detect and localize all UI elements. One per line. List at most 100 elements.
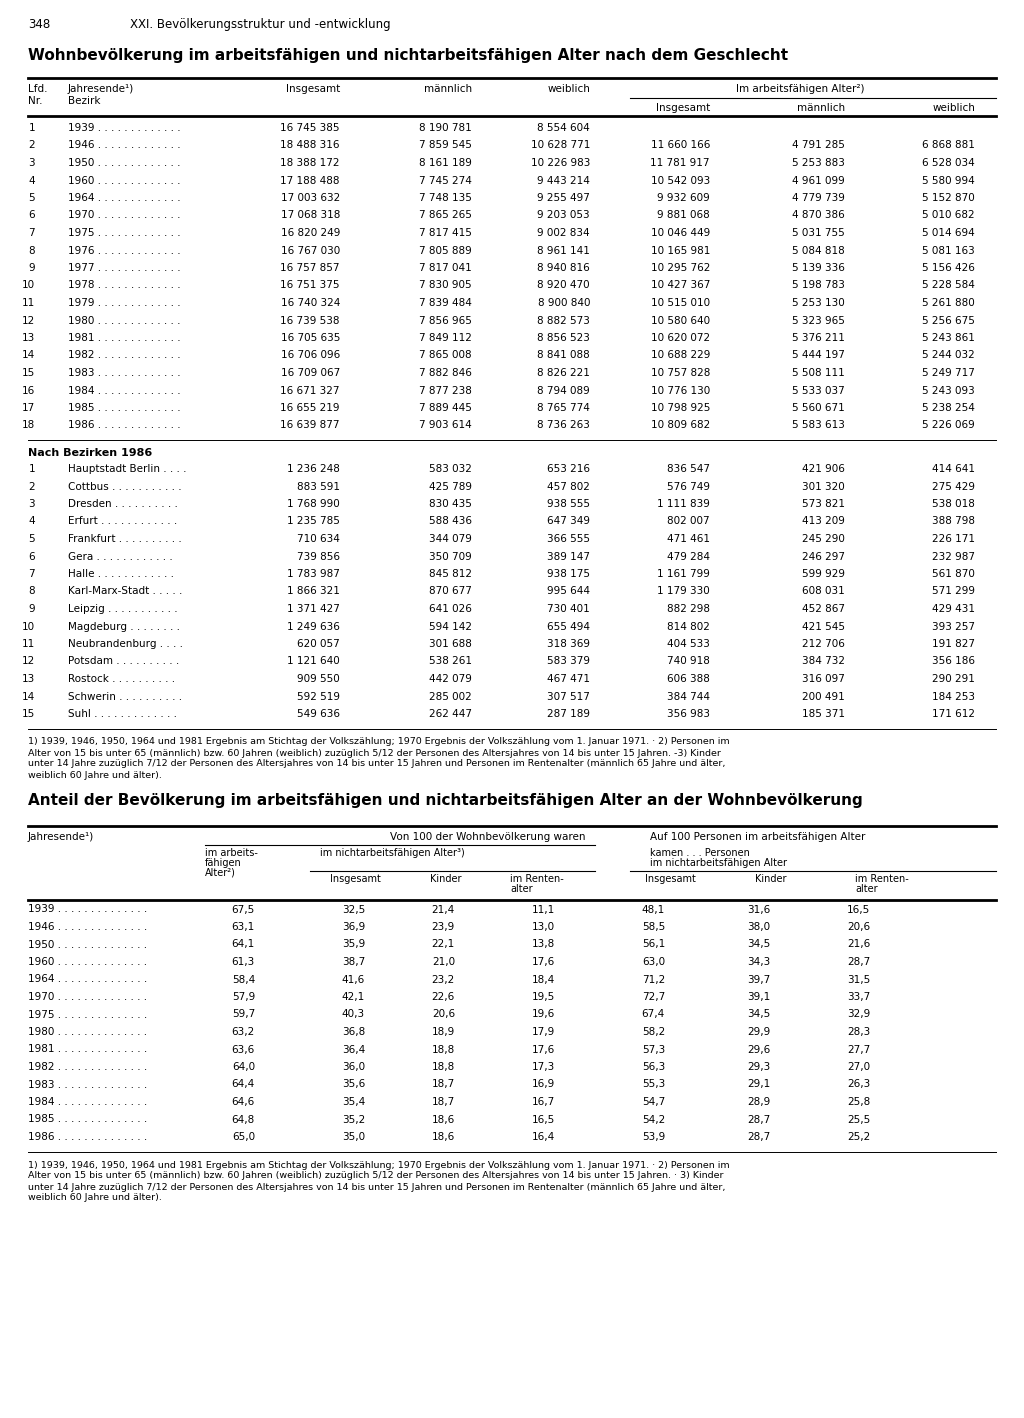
Text: 21,4: 21,4 xyxy=(432,905,455,915)
Text: 1: 1 xyxy=(29,123,35,133)
Text: 16,9: 16,9 xyxy=(531,1079,555,1089)
Text: 245 290: 245 290 xyxy=(802,535,845,545)
Text: 316 097: 316 097 xyxy=(802,674,845,683)
Text: 7 856 965: 7 856 965 xyxy=(419,315,472,326)
Text: 29,6: 29,6 xyxy=(746,1045,770,1055)
Text: 5 244 032: 5 244 032 xyxy=(923,350,975,360)
Text: 594 142: 594 142 xyxy=(429,621,472,631)
Text: 63,2: 63,2 xyxy=(231,1027,255,1037)
Text: 7 859 545: 7 859 545 xyxy=(419,140,472,150)
Text: 471 461: 471 461 xyxy=(667,535,710,545)
Text: Anteil der Bevölkerung im arbeitsfähigen und nichtarbeitsfähigen Alter an der Wo: Anteil der Bevölkerung im arbeitsfähigen… xyxy=(28,794,863,808)
Text: 18 388 172: 18 388 172 xyxy=(281,157,340,167)
Text: 57,9: 57,9 xyxy=(231,993,255,1003)
Text: 1981 . . . . . . . . . . . . . .: 1981 . . . . . . . . . . . . . . xyxy=(28,1045,147,1055)
Text: 608 031: 608 031 xyxy=(802,587,845,597)
Text: 1 371 427: 1 371 427 xyxy=(287,604,340,614)
Text: Jahresende¹): Jahresende¹) xyxy=(28,831,94,841)
Text: 16 751 375: 16 751 375 xyxy=(281,281,340,291)
Text: 10 542 093: 10 542 093 xyxy=(650,176,710,186)
Text: 64,8: 64,8 xyxy=(231,1115,255,1124)
Text: 4 870 386: 4 870 386 xyxy=(793,210,845,221)
Text: 33,7: 33,7 xyxy=(847,993,870,1003)
Text: 25,5: 25,5 xyxy=(847,1115,870,1124)
Text: Magdeburg . . . . . . . .: Magdeburg . . . . . . . . xyxy=(68,621,180,631)
Text: 653 216: 653 216 xyxy=(547,464,590,474)
Text: 36,9: 36,9 xyxy=(342,922,365,932)
Text: 17: 17 xyxy=(22,403,35,413)
Text: 1976 . . . . . . . . . . . . .: 1976 . . . . . . . . . . . . . xyxy=(68,245,180,255)
Text: 2: 2 xyxy=(29,140,35,150)
Text: 883 591: 883 591 xyxy=(297,482,340,492)
Text: 1 236 248: 1 236 248 xyxy=(287,464,340,474)
Text: 1982 . . . . . . . . . . . . .: 1982 . . . . . . . . . . . . . xyxy=(68,350,180,360)
Text: 65,0: 65,0 xyxy=(231,1132,255,1141)
Text: 538 261: 538 261 xyxy=(429,657,472,666)
Text: 1 179 330: 1 179 330 xyxy=(657,587,710,597)
Text: 366 555: 366 555 xyxy=(547,535,590,545)
Text: Insgesamt: Insgesamt xyxy=(286,84,340,94)
Text: 5 261 880: 5 261 880 xyxy=(923,298,975,308)
Text: 34,5: 34,5 xyxy=(746,1010,770,1020)
Text: 16 655 219: 16 655 219 xyxy=(281,403,340,413)
Text: 7 903 614: 7 903 614 xyxy=(419,421,472,431)
Text: Nach Bezirken 1986: Nach Bezirken 1986 xyxy=(28,448,153,458)
Text: 39,7: 39,7 xyxy=(746,974,770,984)
Text: 13,8: 13,8 xyxy=(531,940,555,950)
Text: 7 889 445: 7 889 445 xyxy=(419,403,472,413)
Text: Hauptstadt Berlin . . . .: Hauptstadt Berlin . . . . xyxy=(68,464,186,474)
Text: 5 198 783: 5 198 783 xyxy=(793,281,845,291)
Text: 13,0: 13,0 xyxy=(531,922,555,932)
Text: 29,9: 29,9 xyxy=(746,1027,770,1037)
Text: 467 471: 467 471 xyxy=(547,674,590,683)
Text: 16 706 096: 16 706 096 xyxy=(281,350,340,360)
Text: 5: 5 xyxy=(29,193,35,203)
Text: männlich: männlich xyxy=(797,104,845,113)
Text: Jahresende¹): Jahresende¹) xyxy=(68,84,134,94)
Text: 22,1: 22,1 xyxy=(432,940,455,950)
Text: 7 877 238: 7 877 238 xyxy=(419,386,472,396)
Text: Wohnbevölkerung im arbeitsfähigen und nichtarbeitsfähigen Alter nach dem Geschle: Wohnbevölkerung im arbeitsfähigen und ni… xyxy=(28,48,788,62)
Text: 802 007: 802 007 xyxy=(668,516,710,526)
Text: 8 900 840: 8 900 840 xyxy=(538,298,590,308)
Text: 41,6: 41,6 xyxy=(342,974,365,984)
Text: 31,6: 31,6 xyxy=(746,905,770,915)
Text: 549 636: 549 636 xyxy=(297,709,340,719)
Text: 1950 . . . . . . . . . . . . .: 1950 . . . . . . . . . . . . . xyxy=(68,157,180,167)
Text: weiblich: weiblich xyxy=(932,104,975,113)
Text: 64,6: 64,6 xyxy=(231,1098,255,1107)
Text: 171 612: 171 612 xyxy=(932,709,975,719)
Text: 452 867: 452 867 xyxy=(802,604,845,614)
Text: 14: 14 xyxy=(22,692,35,702)
Text: 28,7: 28,7 xyxy=(847,957,870,967)
Text: 10 628 771: 10 628 771 xyxy=(530,140,590,150)
Text: Frankfurt . . . . . . . . . .: Frankfurt . . . . . . . . . . xyxy=(68,535,181,545)
Text: 185 371: 185 371 xyxy=(802,709,845,719)
Text: 17 068 318: 17 068 318 xyxy=(281,210,340,221)
Text: 836 547: 836 547 xyxy=(667,464,710,474)
Text: 9 932 609: 9 932 609 xyxy=(657,193,710,203)
Text: 14: 14 xyxy=(22,350,35,360)
Text: Erfurt . . . . . . . . . . . .: Erfurt . . . . . . . . . . . . xyxy=(68,516,177,526)
Text: 36,0: 36,0 xyxy=(342,1062,365,1072)
Text: 7 882 846: 7 882 846 xyxy=(419,369,472,379)
Text: 479 284: 479 284 xyxy=(667,552,710,562)
Text: 34,5: 34,5 xyxy=(746,940,770,950)
Text: 592 519: 592 519 xyxy=(297,692,340,702)
Text: 29,1: 29,1 xyxy=(746,1079,770,1089)
Text: 5 081 163: 5 081 163 xyxy=(923,245,975,255)
Text: 7 805 889: 7 805 889 xyxy=(419,245,472,255)
Text: 10 776 130: 10 776 130 xyxy=(650,386,710,396)
Text: 606 388: 606 388 xyxy=(667,674,710,683)
Text: 184 253: 184 253 xyxy=(932,692,975,702)
Text: 9 255 497: 9 255 497 xyxy=(538,193,590,203)
Text: 1 111 839: 1 111 839 xyxy=(657,499,710,509)
Text: 1) 1939, 1946, 1950, 1964 und 1981 Ergebnis am Stichtag der Volkszählung; 1970 E: 1) 1939, 1946, 1950, 1964 und 1981 Ergeb… xyxy=(28,737,730,746)
Text: Insgesamt: Insgesamt xyxy=(655,104,710,113)
Text: 413 209: 413 209 xyxy=(802,516,845,526)
Text: 16 705 635: 16 705 635 xyxy=(281,333,340,343)
Text: 20,6: 20,6 xyxy=(432,1010,455,1020)
Text: unter 14 Jahre zuzüglich 7/12 der Personen des Altersjahres von 14 bis unter 15 : unter 14 Jahre zuzüglich 7/12 der Person… xyxy=(28,760,725,769)
Text: 9 203 053: 9 203 053 xyxy=(538,210,590,221)
Text: 8 826 221: 8 826 221 xyxy=(538,369,590,379)
